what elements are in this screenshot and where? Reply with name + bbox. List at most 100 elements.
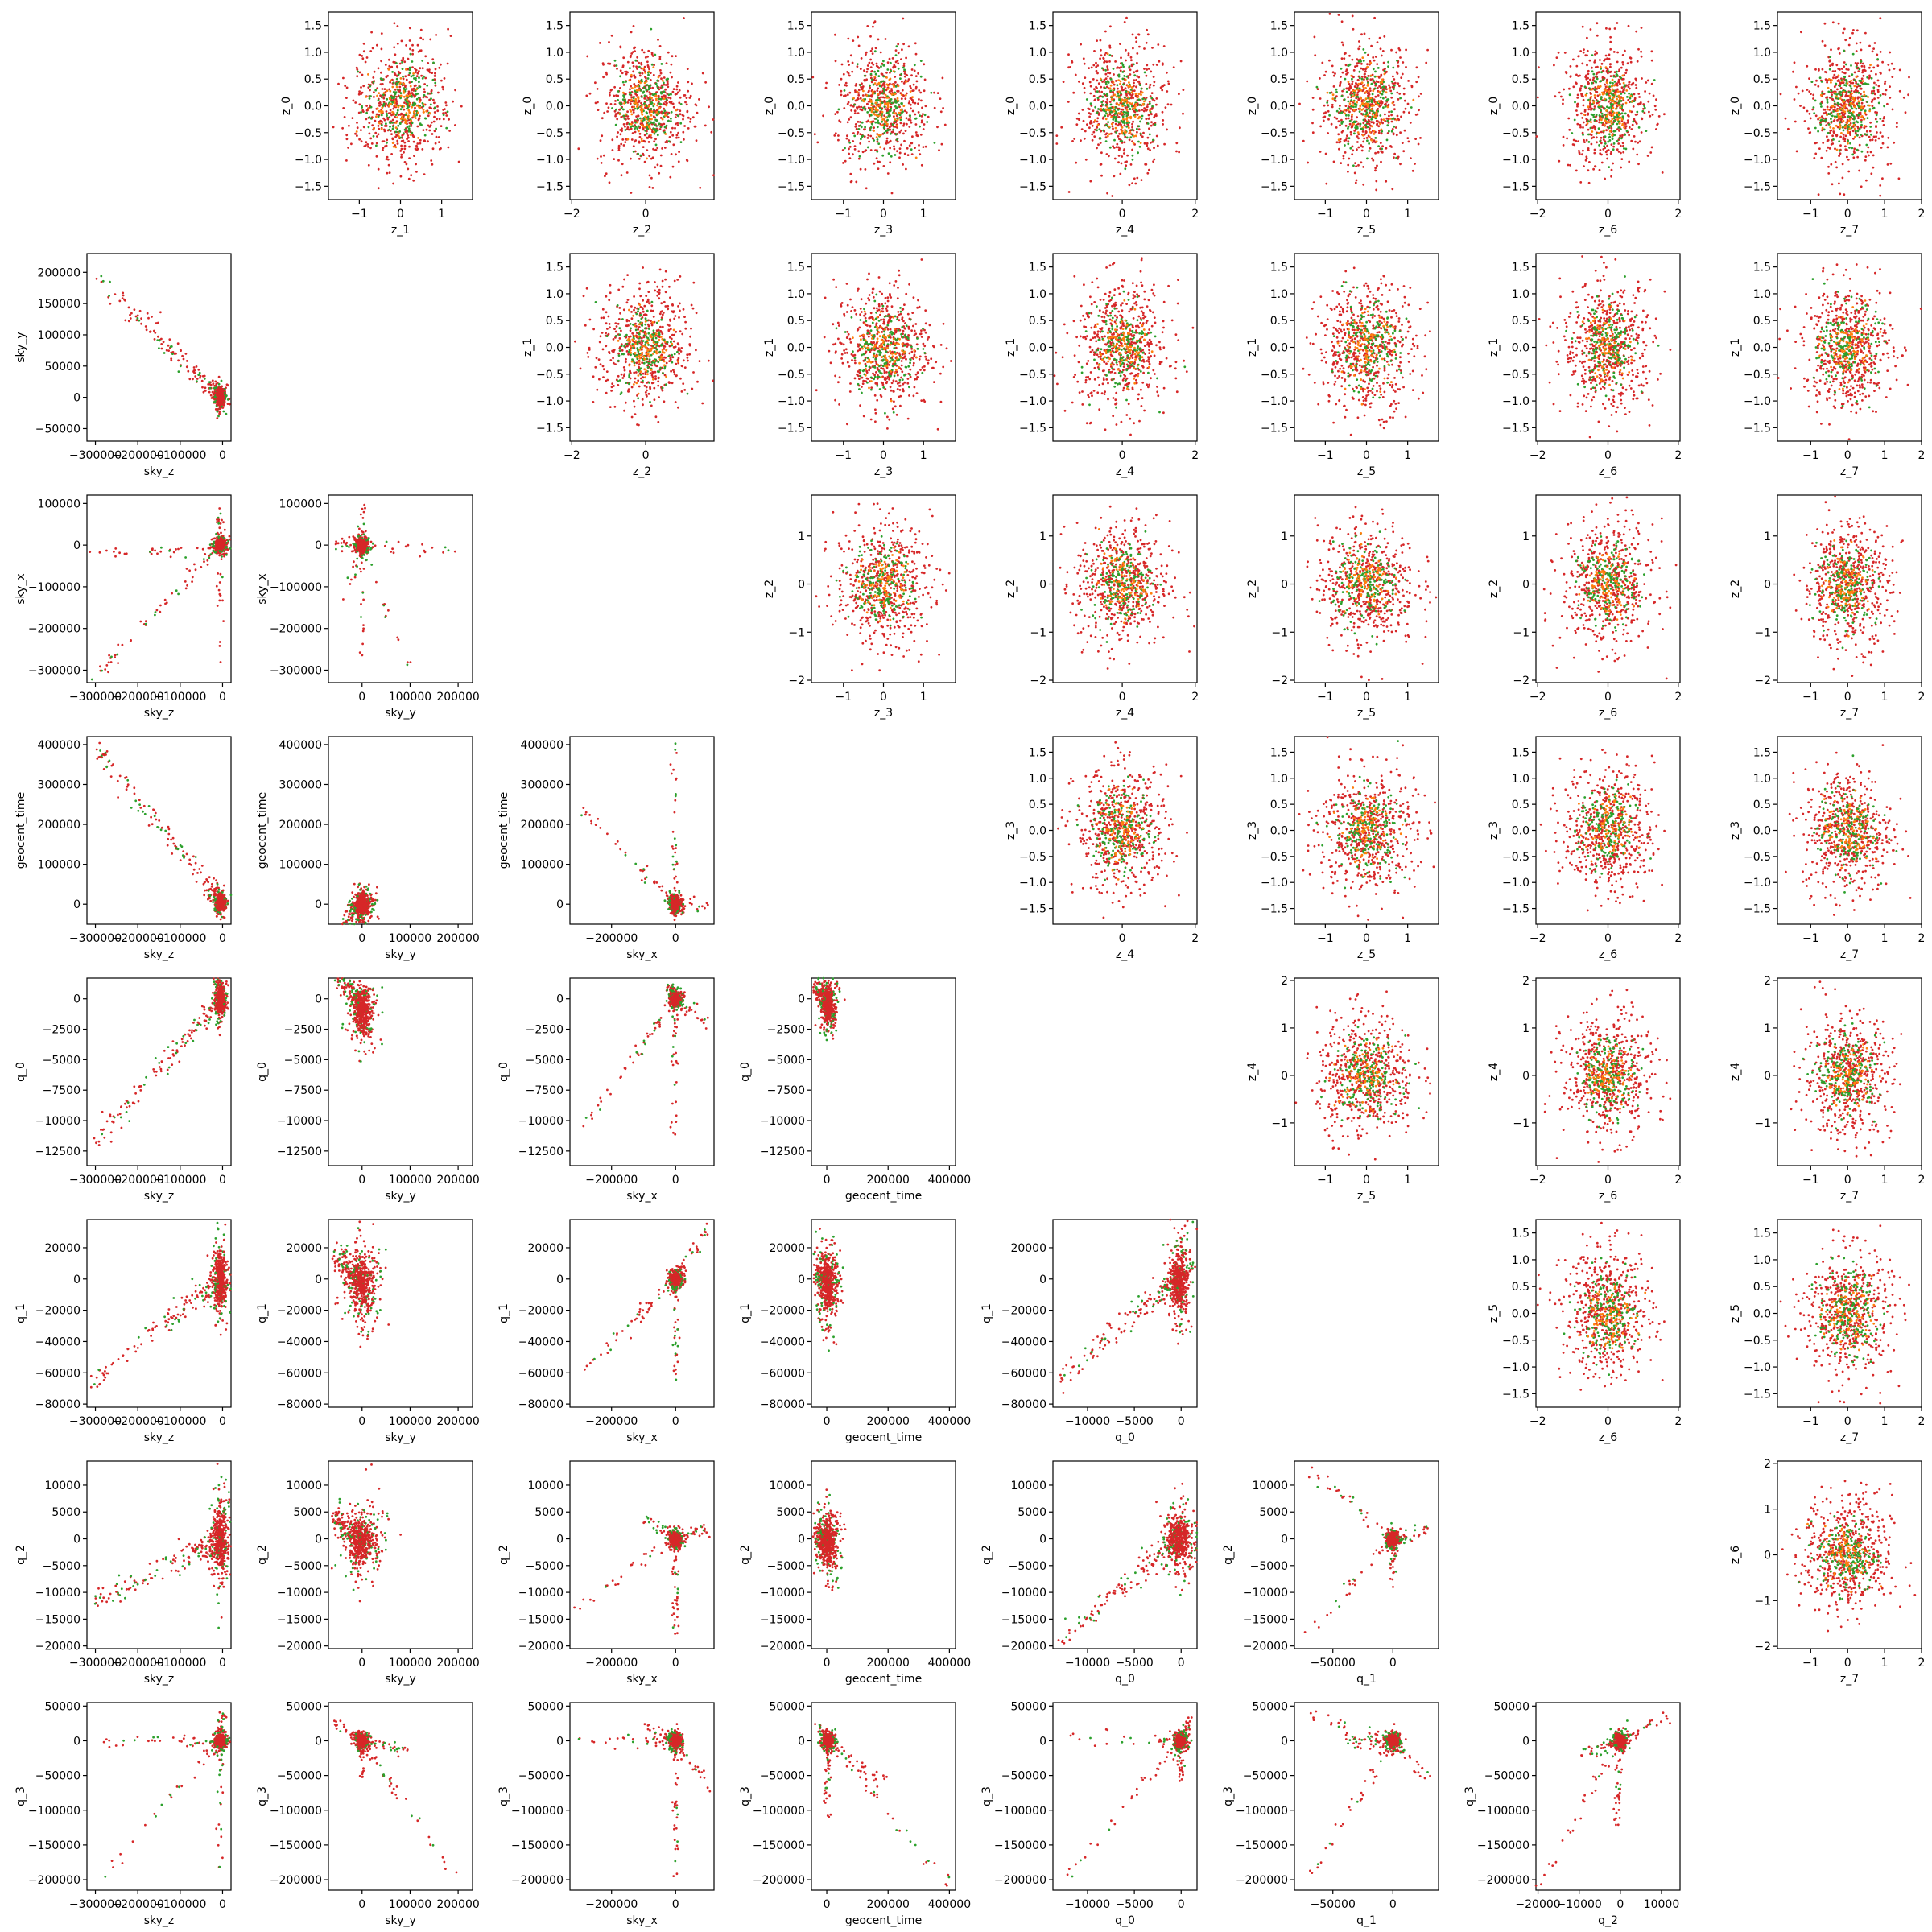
scatter-point [353, 902, 355, 905]
scatter-point [678, 896, 680, 898]
scatter-point [221, 380, 223, 382]
scatter-point [421, 543, 423, 546]
scatter-point [671, 906, 673, 908]
scatter-point [669, 891, 671, 894]
scatter-point [93, 1137, 96, 1140]
x-tick-labels: −300000−200000−100000 0 [69, 449, 226, 462]
scatter-point [361, 902, 364, 905]
scatter-point [126, 788, 128, 791]
scatter-point [361, 508, 364, 510]
scatter-point [126, 779, 129, 782]
scatter-point [673, 877, 675, 880]
scatter-point [145, 620, 147, 622]
scatter-point [186, 853, 188, 856]
scatter-point [660, 890, 663, 892]
scatter-point [606, 832, 609, 835]
scatter-point [353, 537, 356, 539]
scatter-point [155, 611, 157, 613]
scatter-point [673, 894, 675, 896]
scatter-point [112, 763, 114, 766]
scatter-point [599, 827, 601, 829]
scatter-point [223, 541, 225, 543]
scatter-point [154, 332, 156, 334]
scatter-point [211, 883, 213, 886]
scatter-point [669, 900, 671, 902]
scatter-point [186, 584, 188, 587]
scatter-point [625, 854, 627, 857]
scatter-point [365, 922, 367, 924]
scatter-point [691, 903, 693, 906]
scatter-point [163, 341, 165, 343]
scatter-point [197, 369, 200, 371]
scatter-point [171, 353, 174, 355]
scatter-point [386, 541, 388, 543]
scatter-point [584, 814, 587, 816]
scatter-point [597, 818, 599, 820]
scatter-point [220, 390, 222, 392]
scatter-point [220, 393, 222, 395]
scatter-point [674, 919, 676, 921]
scatter-point [354, 576, 357, 579]
scatter-point [126, 786, 129, 788]
scatter-point [357, 905, 359, 907]
scatter-point [206, 879, 208, 881]
y-axis-label: geocent_time [14, 792, 27, 869]
scatter-point [360, 546, 362, 548]
scatter-point [646, 876, 648, 878]
scatter-point [129, 314, 131, 316]
scatter-point [675, 793, 677, 795]
scatter-point [217, 886, 219, 889]
scatter-point [227, 398, 229, 401]
scatter-point [218, 376, 221, 378]
scatter-point [342, 598, 345, 601]
scatter-point [193, 372, 196, 374]
scatter-point [147, 317, 150, 320]
scatter-point [358, 528, 361, 530]
scatter-point [168, 550, 171, 552]
scatter-point [222, 535, 225, 538]
scatter-point [218, 526, 221, 529]
scatter-point [199, 377, 201, 379]
y-tick-label: 100000 [521, 859, 564, 872]
scatter-point [113, 551, 115, 553]
scatter-point [619, 848, 621, 851]
scatter-point [217, 904, 219, 906]
scatter-point [163, 352, 166, 354]
scatter-point [668, 896, 671, 898]
scatter-point [341, 546, 344, 548]
scatter-point [221, 547, 224, 550]
scatter-point [171, 1049, 174, 1051]
axes-frame [328, 737, 473, 924]
scatter-point [221, 900, 223, 902]
scatter-point [114, 656, 116, 658]
scatter-point [674, 913, 676, 915]
scatter-point [407, 661, 409, 663]
scatter-point [137, 315, 139, 317]
scatter-point [217, 605, 219, 607]
scatter-point [187, 370, 189, 373]
scatter-point [359, 568, 361, 570]
scatter-point [220, 573, 222, 576]
scatter-point [160, 338, 163, 341]
scatter-point [365, 537, 368, 539]
scatter-point [180, 859, 182, 861]
scatter-point [208, 890, 210, 892]
y-tick-label: 0 [73, 898, 80, 911]
scatter-point [678, 890, 680, 892]
scatter-point [675, 778, 678, 780]
scatter-point [364, 894, 366, 896]
scatter-point [365, 559, 368, 561]
scatter-point [361, 654, 364, 657]
scatter-point [184, 556, 187, 559]
scatter-point [188, 859, 191, 861]
x-tick-label: −200000 [585, 932, 638, 945]
scatter-point [354, 548, 357, 551]
scatter-point [696, 910, 699, 913]
scatter-point [99, 665, 101, 667]
scatter-point [360, 535, 362, 537]
x-tick-label: −100000 [154, 449, 206, 462]
scatter-point [345, 910, 348, 913]
scatter-point [364, 541, 366, 543]
scatter-point [227, 402, 229, 405]
scatter-point [161, 348, 163, 350]
